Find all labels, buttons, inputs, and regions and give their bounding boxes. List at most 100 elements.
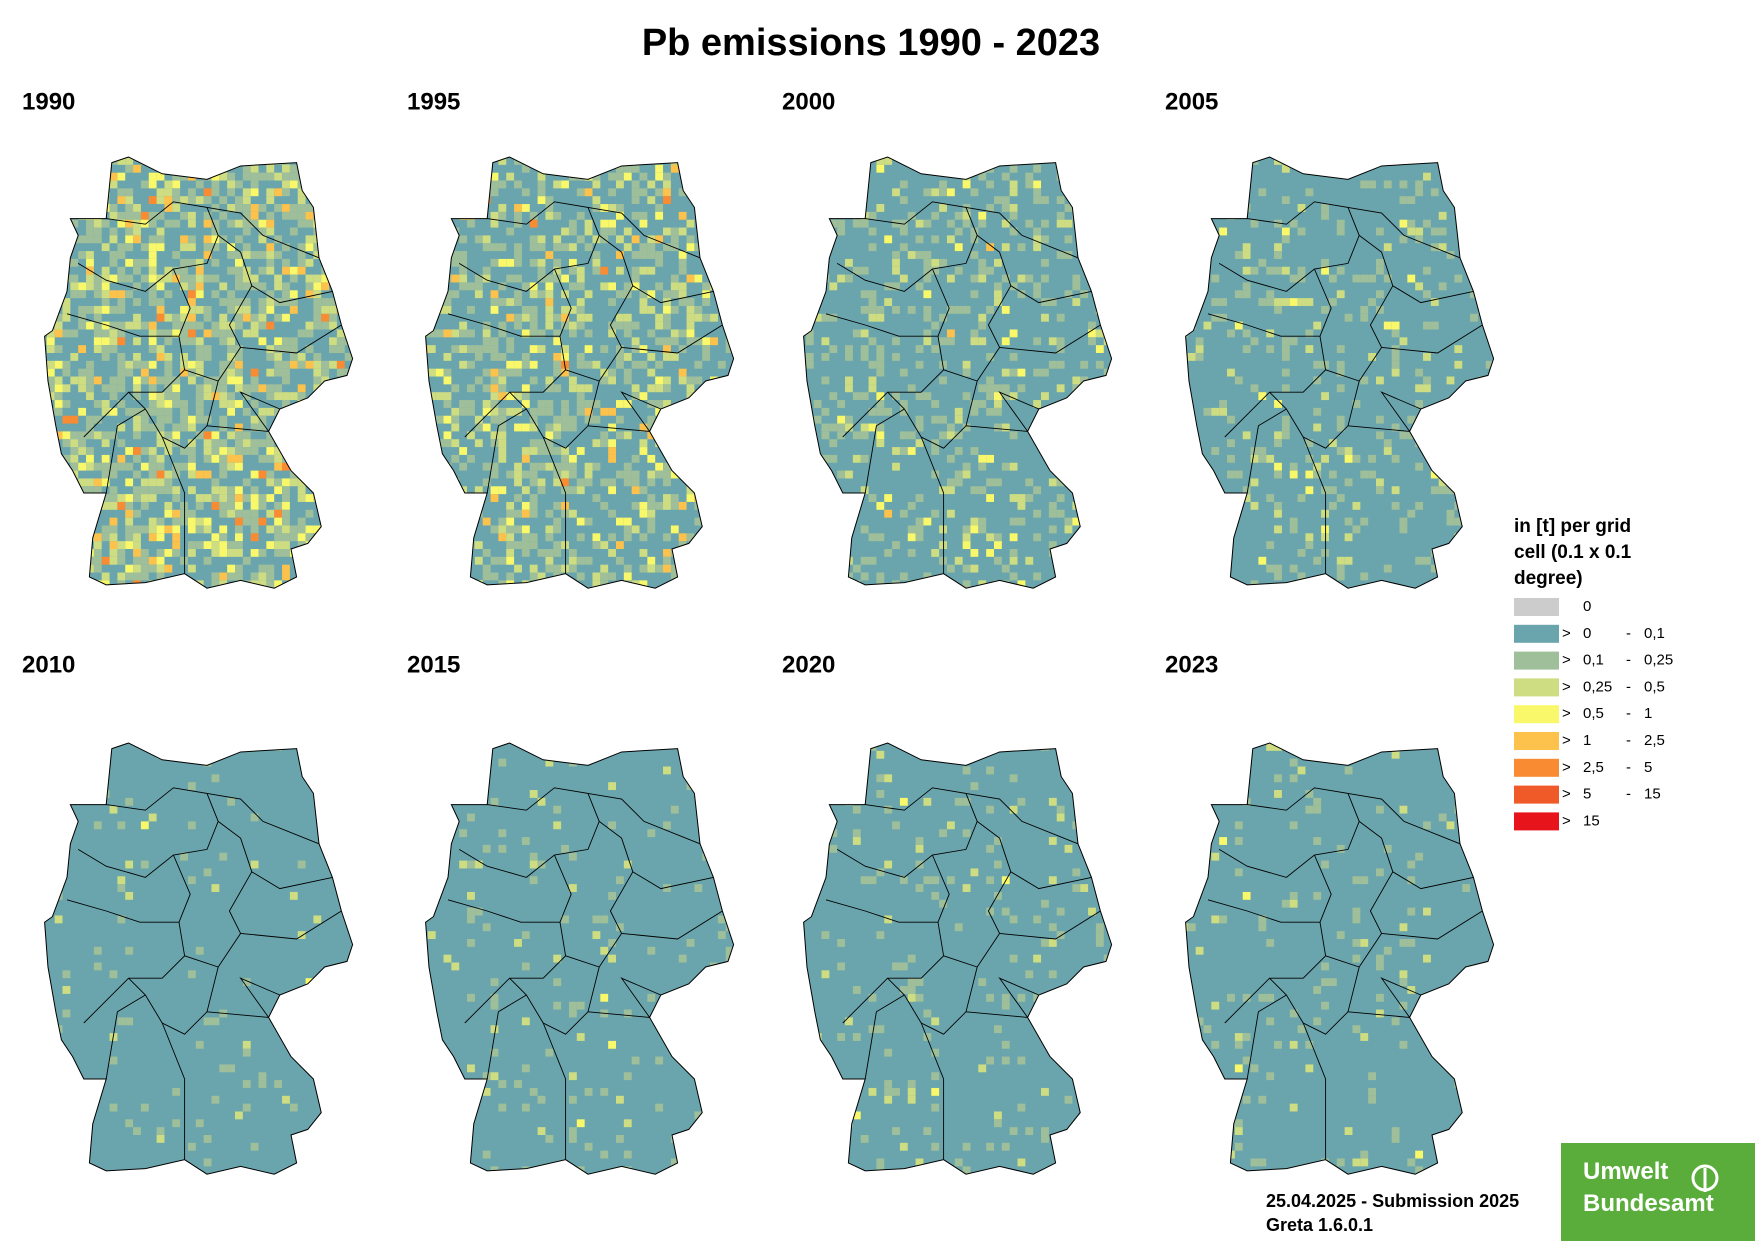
emission-cell <box>970 251 979 259</box>
emission-cell <box>568 1072 577 1081</box>
emission-cell <box>140 180 149 189</box>
emission-cell <box>474 501 483 510</box>
emission-cell <box>1001 423 1010 432</box>
emission-cell <box>235 462 243 471</box>
emission-cell <box>1033 188 1042 197</box>
emission-cell <box>1360 1033 1369 1041</box>
emission-cell <box>907 157 916 165</box>
emission-cell <box>86 494 94 502</box>
emission-cell <box>1001 462 1010 471</box>
emission-cell <box>702 509 711 518</box>
emission-cell <box>663 470 671 479</box>
emission-cell <box>970 868 979 877</box>
emission-cell <box>109 274 118 283</box>
emission-cell <box>529 415 538 424</box>
state-border <box>128 380 219 449</box>
emission-cell <box>156 1135 165 1143</box>
emission-cell <box>803 525 806 534</box>
emission-cell <box>353 228 361 236</box>
emission-cell <box>336 486 345 495</box>
emission-cell <box>899 797 908 806</box>
emission-cell <box>946 454 955 463</box>
emission-cell <box>821 219 830 228</box>
emission-cell <box>451 290 460 299</box>
state-border <box>1218 201 1360 292</box>
emission-cell <box>102 588 110 596</box>
emission-cell <box>663 821 671 830</box>
emission-cell <box>803 541 806 549</box>
emission-cell <box>686 188 695 197</box>
emission-cell <box>616 321 624 330</box>
emission-cell <box>1258 454 1267 463</box>
emission-cell <box>148 290 157 299</box>
emission-cell <box>86 282 94 291</box>
emission-cell <box>1033 337 1042 346</box>
emission-cell <box>133 313 141 322</box>
emission-cell <box>954 556 963 565</box>
emission-cell <box>427 313 436 322</box>
emission-cell <box>1289 774 1298 783</box>
emission-cell <box>227 407 235 416</box>
emission-cell <box>647 470 656 479</box>
emission-cell <box>125 462 134 471</box>
emission-cell <box>1203 1072 1212 1081</box>
emission-cell <box>62 970 71 979</box>
emission-cell <box>235 266 243 275</box>
emission-cell <box>1056 360 1065 369</box>
emission-cell <box>631 188 640 197</box>
emission-cell <box>1017 384 1026 393</box>
emission-cell <box>1313 837 1322 845</box>
emission-cell <box>592 251 601 259</box>
emission-cell <box>321 470 330 479</box>
emission-cell <box>282 415 290 424</box>
emission-cell <box>313 407 322 416</box>
emission-cell <box>1072 298 1081 306</box>
emission-cell <box>978 321 987 330</box>
emission-cell <box>242 243 251 252</box>
emission-cell <box>568 556 577 565</box>
emission-cell <box>537 258 546 267</box>
emission-cell <box>242 196 251 205</box>
emission-cell <box>1289 337 1298 346</box>
emission-cell <box>180 517 188 526</box>
emission-cell <box>467 1064 475 1073</box>
emission-cell <box>1485 541 1494 549</box>
emission-cell <box>125 211 134 220</box>
emission-cell <box>1423 353 1431 361</box>
emission-cell <box>242 384 251 393</box>
emission-cell <box>1274 219 1282 228</box>
emission-cell <box>172 462 181 471</box>
emission-cell <box>1009 774 1018 783</box>
emission-cell <box>140 1103 149 1112</box>
emission-cell <box>623 470 632 479</box>
emission-cell <box>435 274 444 283</box>
emission-cell <box>425 164 428 173</box>
emission-cell <box>837 180 846 189</box>
emission-cell <box>156 376 165 385</box>
emission-cell <box>44 580 47 589</box>
emission-cell <box>258 564 267 573</box>
emission-cell <box>235 157 243 165</box>
emission-cell <box>180 400 188 408</box>
emission-cell <box>1064 564 1073 573</box>
emission-cell <box>1072 376 1081 385</box>
emission-cell <box>1250 478 1259 487</box>
emission-cell <box>1080 494 1089 502</box>
emission-cell <box>561 486 569 495</box>
state-border <box>486 994 527 1080</box>
emission-cell <box>46 329 55 338</box>
emission-cell <box>1111 572 1112 581</box>
emission-cell <box>725 266 734 275</box>
emission-cell <box>321 251 330 259</box>
emission-cell <box>313 556 322 565</box>
emission-cell <box>907 1087 916 1096</box>
emission-cell <box>939 188 947 197</box>
emission-cell <box>219 462 228 471</box>
emission-cell <box>892 258 900 267</box>
emission-cell <box>970 274 979 283</box>
emission-cell <box>305 509 314 518</box>
emission-cell <box>1493 1025 1494 1034</box>
emission-cell <box>584 462 593 471</box>
emission-cell <box>803 470 806 479</box>
emission-cell <box>1321 157 1329 165</box>
